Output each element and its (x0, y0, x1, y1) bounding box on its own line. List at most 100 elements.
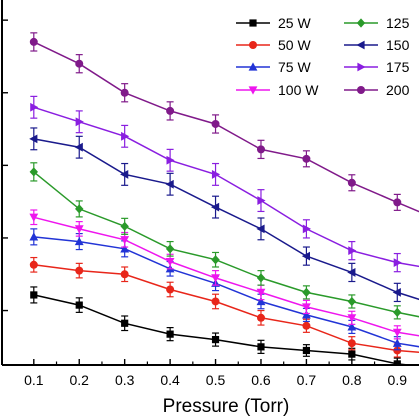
data-point (210, 202, 220, 212)
legend-marker (249, 41, 257, 49)
data-point (120, 244, 130, 253)
data-point (30, 102, 39, 112)
data-point (393, 198, 402, 207)
series-6 (30, 95, 419, 273)
data-point (120, 221, 129, 231)
legend-item-2: 75 W (236, 59, 311, 75)
data-point (392, 288, 401, 297)
data-point (347, 296, 357, 307)
data-point (256, 145, 265, 154)
data-point (256, 313, 265, 322)
data-point (166, 285, 175, 294)
legend-marker (356, 18, 366, 28)
data-point (29, 167, 39, 177)
legend-label: 25 W (278, 15, 311, 31)
data-point (348, 246, 357, 256)
series-layer (29, 32, 419, 365)
legend-marker (357, 62, 366, 72)
series-7 (29, 32, 419, 213)
data-point (75, 59, 84, 68)
data-point (301, 251, 311, 261)
data-point (211, 335, 220, 344)
data-point (257, 196, 266, 205)
data-point (120, 270, 129, 279)
x-tick-label: 0.7 (297, 372, 317, 388)
series-4 (29, 162, 419, 320)
data-point (302, 287, 311, 297)
legend-marker (249, 19, 257, 27)
axis-ticks: 0.1 0.2 0.3 0.4 0.5 0.6 0.7 0.8 0.9 (2, 19, 408, 388)
data-point (120, 236, 130, 245)
series-3 (29, 209, 419, 340)
data-point (211, 297, 220, 306)
data-point (29, 37, 38, 46)
legend-item-3: 100 W (236, 82, 319, 98)
series-5 (29, 127, 419, 303)
legend-marker (356, 40, 365, 50)
data-point (302, 346, 311, 355)
data-point (120, 170, 129, 179)
legend: 25 W 50 W 75 W 100 W 125 150 175 200 (236, 15, 410, 98)
data-point (302, 154, 311, 163)
x-tick-label: 0.1 (24, 372, 44, 388)
series-line (33, 236, 419, 348)
x-tick-label: 0.9 (388, 372, 408, 388)
data-point (166, 330, 174, 338)
data-point (165, 244, 175, 254)
series-line (33, 41, 419, 213)
series-line (33, 294, 416, 365)
x-tick-label: 0.2 (70, 372, 90, 388)
legend-label: 75 W (278, 59, 311, 75)
data-point (165, 179, 174, 189)
plot-frame (1, 0, 419, 366)
data-point (120, 88, 129, 97)
data-point (121, 131, 130, 141)
legend-item-6: 175 (344, 59, 410, 75)
legend-label: 50 W (278, 37, 311, 53)
data-point (347, 339, 356, 348)
data-point (75, 204, 84, 214)
series-2 (29, 228, 419, 351)
series-line (33, 106, 419, 268)
data-point (256, 288, 266, 297)
data-point (75, 301, 83, 309)
data-point (257, 343, 265, 351)
legend-label: 125 (386, 15, 410, 31)
data-point (166, 106, 175, 115)
data-point (256, 296, 266, 306)
data-point (347, 268, 356, 277)
data-point (211, 170, 221, 179)
data-point (165, 257, 175, 267)
data-point (75, 266, 84, 275)
data-point (347, 178, 356, 187)
x-tick-label: 0.8 (342, 372, 362, 388)
series-line (33, 171, 419, 318)
data-point (302, 310, 311, 319)
legend-marker (357, 86, 365, 94)
data-point (121, 319, 129, 327)
legend-label: 200 (386, 82, 410, 98)
data-point (392, 338, 402, 347)
x-tick-label: 0.5 (206, 372, 226, 388)
legend-label: 175 (386, 59, 410, 75)
legend-item-0: 25 W (236, 15, 311, 31)
data-point (30, 291, 38, 299)
data-point (74, 142, 83, 152)
legend-marker (248, 86, 258, 95)
legend-label: 150 (386, 37, 410, 53)
data-point (256, 273, 266, 283)
legend-item-1: 50 W (236, 37, 311, 53)
x-tick-label: 0.6 (251, 372, 271, 388)
data-point (29, 134, 38, 144)
data-point (302, 224, 312, 234)
data-point (393, 307, 402, 317)
data-point (256, 224, 265, 234)
data-point (211, 255, 220, 265)
data-point (74, 236, 84, 246)
data-point (166, 155, 175, 165)
legend-label: 100 W (278, 82, 319, 98)
legend-marker (248, 62, 258, 71)
data-point (211, 119, 220, 128)
data-point (29, 232, 39, 241)
x-axis-title: Pressure (Torr) (163, 396, 290, 417)
